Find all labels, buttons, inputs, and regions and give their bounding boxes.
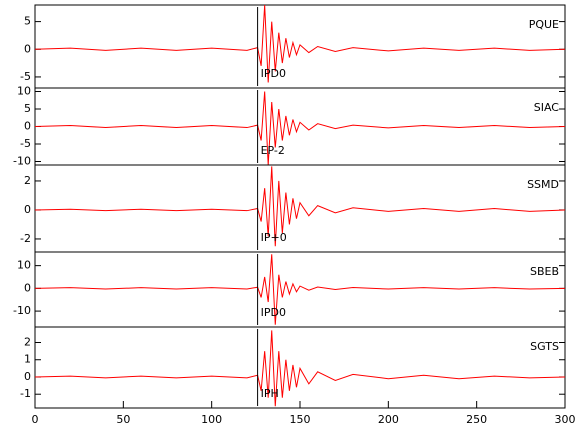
- x-tick-label: 100: [201, 413, 222, 426]
- trace: [34, 166, 566, 247]
- pick-label: IPH: [261, 387, 279, 400]
- trace: [34, 91, 566, 166]
- y-tick-label: 2: [24, 174, 31, 187]
- trace: [34, 4, 566, 83]
- y-tick-label: 0: [24, 120, 31, 133]
- y-tick-label: 1: [24, 353, 31, 366]
- y-tick-label: -5: [20, 70, 31, 83]
- y-tick-label: 0: [24, 203, 31, 216]
- x-tick-label: 50: [116, 413, 130, 426]
- pick-label: IPD0: [261, 67, 286, 80]
- pick-label: IP+0: [261, 231, 287, 244]
- y-tick-label: -10: [13, 304, 31, 317]
- y-tick-label: 5: [24, 15, 31, 28]
- station-label: SSMD: [527, 178, 559, 191]
- y-tick-label: -2: [20, 232, 31, 245]
- y-tick-label: 5: [24, 102, 31, 115]
- x-tick-label: 250: [466, 413, 487, 426]
- y-tick-label: -10: [13, 155, 31, 168]
- panel-frame: [34, 87, 566, 166]
- station-label: SBEB: [530, 265, 559, 278]
- panel-frame: [34, 4, 566, 89]
- panel-frame: [34, 251, 566, 328]
- x-tick-label: 0: [32, 413, 39, 426]
- x-tick-label: 150: [290, 413, 311, 426]
- trace: [34, 330, 566, 407]
- x-tick-label: 300: [555, 413, 576, 426]
- y-tick-label: 0: [24, 370, 31, 383]
- trace: [34, 254, 566, 325]
- pick-label: IPD0: [261, 306, 286, 319]
- station-label: PQUE: [529, 18, 559, 31]
- y-tick-label: -1: [20, 387, 31, 400]
- y-tick-label: -5: [20, 137, 31, 150]
- station-label: SIAC: [534, 101, 560, 114]
- x-tick-label: 200: [378, 413, 399, 426]
- panel-frame: [34, 164, 566, 253]
- station-label: SGTS: [530, 340, 559, 353]
- y-tick-label: 10: [17, 259, 31, 272]
- y-tick-label: 0: [24, 42, 31, 55]
- y-tick-label: 2: [24, 336, 31, 349]
- y-tick-label: 0: [24, 281, 31, 294]
- pick-label: EP-2: [261, 144, 285, 157]
- y-tick-label: 10: [17, 85, 31, 98]
